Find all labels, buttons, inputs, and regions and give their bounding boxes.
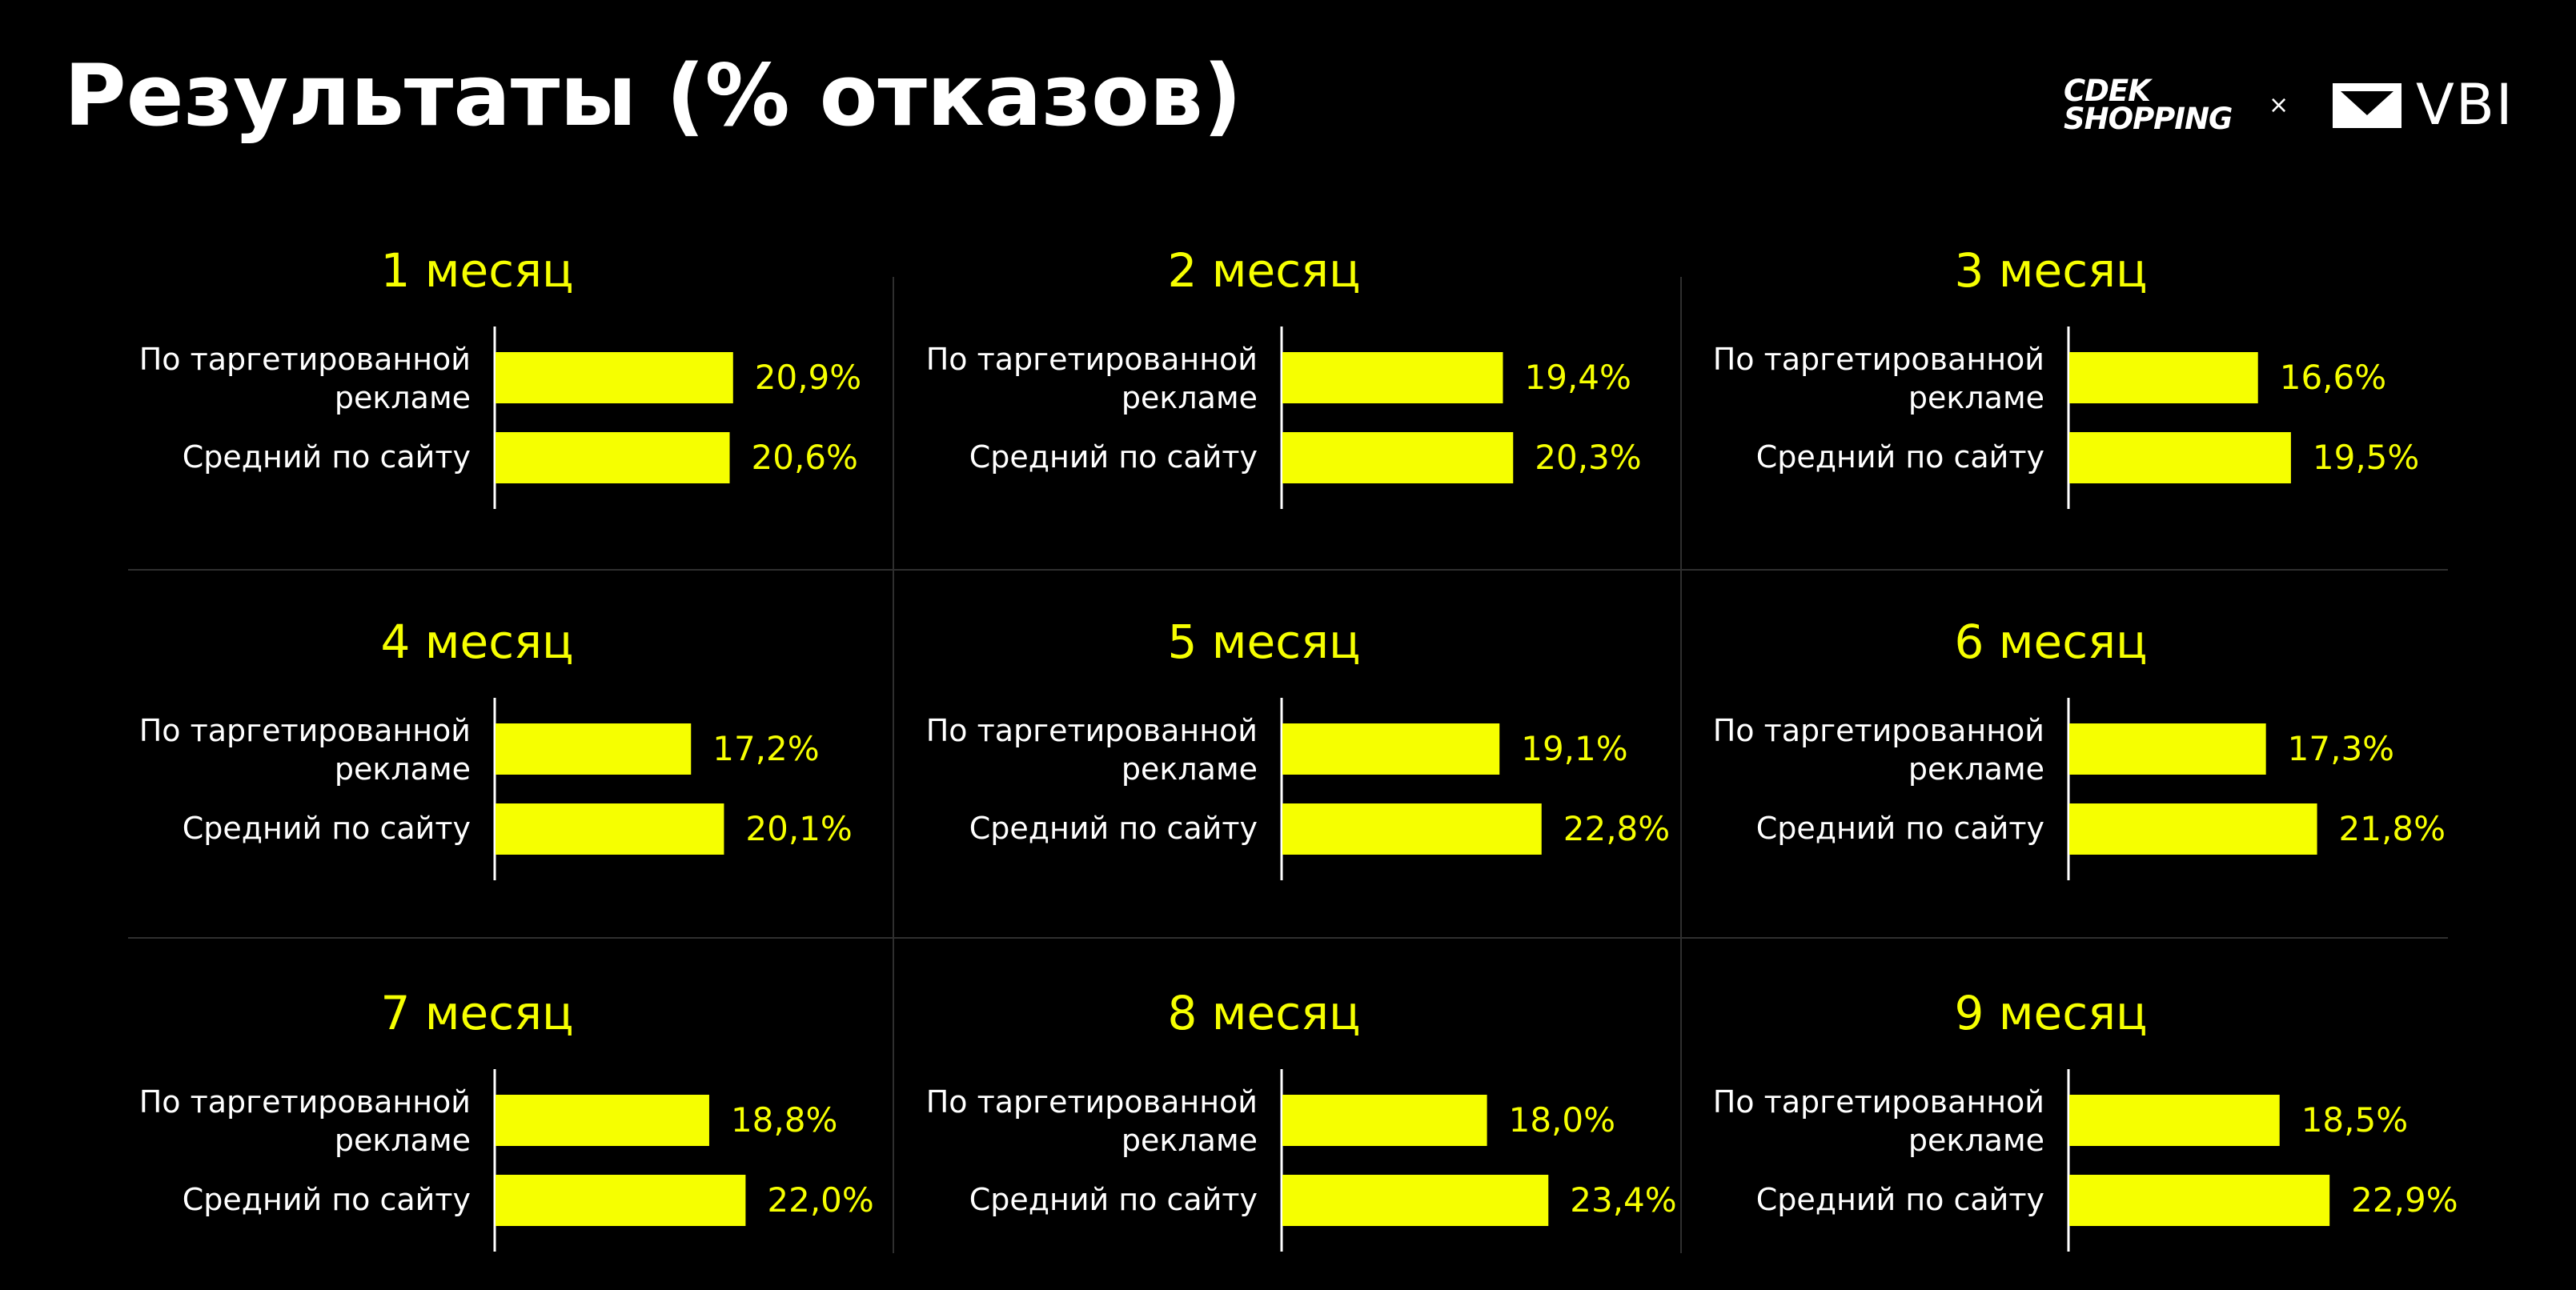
chart-2-category-1-label: По таргетированной bbox=[926, 342, 1258, 377]
chart-3-category-2-label: Средний по сайту bbox=[1756, 439, 2044, 475]
logos: CDEK SHOPPING × VBI bbox=[2064, 72, 2514, 141]
chart-8-bar-2 bbox=[1282, 1175, 1549, 1226]
chart-5-bar-1 bbox=[1282, 723, 1500, 775]
vbi-mark-icon bbox=[2333, 83, 2401, 128]
chart-6-value-label-2: 21,8% bbox=[2339, 809, 2446, 848]
chart-6-value-label-1: 17,3% bbox=[2288, 729, 2394, 768]
chart-8-bar-1 bbox=[1282, 1095, 1487, 1146]
chart-1-bar-1 bbox=[496, 352, 733, 403]
chart-2-value-label-1: 19,4% bbox=[1524, 358, 1631, 397]
chart-8-category-1-label-line2: рекламе bbox=[1121, 1123, 1258, 1158]
chart-5-title: 5 месяц bbox=[1167, 615, 1360, 669]
chart-4-bar-1 bbox=[496, 723, 692, 775]
chart-9-title: 9 месяц bbox=[1954, 986, 2147, 1040]
chart-7-bar-1 bbox=[496, 1095, 709, 1146]
chart-5-value-label-1: 19,1% bbox=[1521, 729, 1627, 768]
chart-9-bar-2 bbox=[2069, 1175, 2330, 1226]
chart-4-bar-2 bbox=[496, 803, 724, 855]
chart-6-title: 6 месяц bbox=[1954, 615, 2147, 669]
chart-1-title: 1 месяц bbox=[380, 243, 573, 298]
chart-9-category-2-label: Средний по сайту bbox=[1756, 1182, 2044, 1217]
chart-8-title: 8 месяц bbox=[1167, 986, 1360, 1040]
chart-6-category-1-label-line2: рекламе bbox=[1908, 751, 2044, 787]
chart-4-category-1-label-line2: рекламе bbox=[335, 751, 471, 787]
chart-1-value-label-1: 20,9% bbox=[755, 358, 861, 397]
chart-5-category-1-label-line2: рекламе bbox=[1121, 751, 1258, 787]
cdek-logo-line1: CDEK bbox=[2064, 74, 2151, 108]
chart-5-category-1-label: По таргетированной bbox=[926, 713, 1258, 748]
chart-1-category-1-label-line2: рекламе bbox=[335, 380, 471, 415]
chart-7-category-1-label: По таргетированной bbox=[139, 1084, 471, 1120]
chart-4-category-2-label: Средний по сайту bbox=[183, 811, 471, 846]
chart-6-category-2-label: Средний по сайту bbox=[1756, 811, 2044, 846]
page-title: Результаты (% отказов) bbox=[64, 46, 1242, 145]
chart-3-bar-2 bbox=[2069, 432, 2291, 483]
chart-9-value-label-2: 22,9% bbox=[2351, 1180, 2458, 1220]
chart-2-bar-2 bbox=[1282, 432, 1514, 483]
chart-1-bar-2 bbox=[496, 432, 730, 483]
chart-9-category-1-label-line2: рекламе bbox=[1908, 1123, 2044, 1158]
chart-7-category-1-label-line2: рекламе bbox=[335, 1123, 471, 1158]
chart-2-category-1-label-line2: рекламе bbox=[1121, 380, 1258, 415]
chart-3-value-label-1: 16,6% bbox=[2280, 358, 2386, 397]
chart-6-bar-1 bbox=[2069, 723, 2266, 775]
chart-3-bar-1 bbox=[2069, 352, 2258, 403]
chart-8-category-1-label: По таргетированной bbox=[926, 1084, 1258, 1120]
chart-5-category-2-label: Средний по сайту bbox=[969, 811, 1258, 846]
chart-3-value-label-2: 19,5% bbox=[2313, 438, 2419, 477]
chart-7-title: 7 месяц bbox=[380, 986, 573, 1040]
chart-2-category-2-label: Средний по сайту bbox=[969, 439, 1258, 475]
cdek-shopping-logo: CDEK SHOPPING bbox=[2064, 74, 2233, 137]
chart-7-value-label-1: 18,8% bbox=[731, 1100, 837, 1140]
chart-3-title: 3 месяц bbox=[1954, 243, 2147, 298]
chart-6-bar-2 bbox=[2069, 803, 2317, 855]
chart-7-value-label-2: 22,0% bbox=[767, 1180, 873, 1220]
chart-1-category-2-label: Средний по сайту bbox=[183, 439, 471, 475]
chart-4-title: 4 месяц bbox=[380, 615, 573, 669]
cdek-logo-line2: SHOPPING bbox=[2064, 102, 2233, 137]
chart-5-value-label-2: 22,8% bbox=[1563, 809, 1670, 848]
chart-7-category-2-label: Средний по сайту bbox=[183, 1182, 471, 1217]
chart-3-category-1-label-line2: рекламе bbox=[1908, 380, 2044, 415]
chart-7-bar-2 bbox=[496, 1175, 746, 1226]
chart-1-value-label-2: 20,6% bbox=[752, 438, 858, 477]
chart-9-bar-1 bbox=[2069, 1095, 2280, 1146]
chart-2-value-label-2: 20,3% bbox=[1535, 438, 1641, 477]
chart-6-category-1-label: По таргетированной bbox=[1713, 713, 2044, 748]
chart-9-value-label-1: 18,5% bbox=[2301, 1100, 2408, 1140]
vbi-logo-text: VBI bbox=[2416, 72, 2514, 138]
chart-4-value-label-2: 20,1% bbox=[745, 809, 852, 848]
chart-9-category-1-label: По таргетированной bbox=[1713, 1084, 2044, 1120]
chart-5-bar-2 bbox=[1282, 803, 1542, 855]
chart-8-value-label-1: 18,0% bbox=[1509, 1100, 1615, 1140]
chart-1-category-1-label: По таргетированной bbox=[139, 342, 471, 377]
logo-separator: × bbox=[2269, 91, 2289, 119]
chart-2-bar-1 bbox=[1282, 352, 1503, 403]
chart-8-category-2-label: Средний по сайту bbox=[969, 1182, 1258, 1217]
chart-4-value-label-1: 17,2% bbox=[712, 729, 819, 768]
chart-8-value-label-2: 23,4% bbox=[1570, 1180, 1676, 1220]
chart-3-category-1-label: По таргетированной bbox=[1713, 342, 2044, 377]
chart-4-category-1-label: По таргетированной bbox=[139, 713, 471, 748]
chart-2-title: 2 месяц bbox=[1167, 243, 1360, 298]
